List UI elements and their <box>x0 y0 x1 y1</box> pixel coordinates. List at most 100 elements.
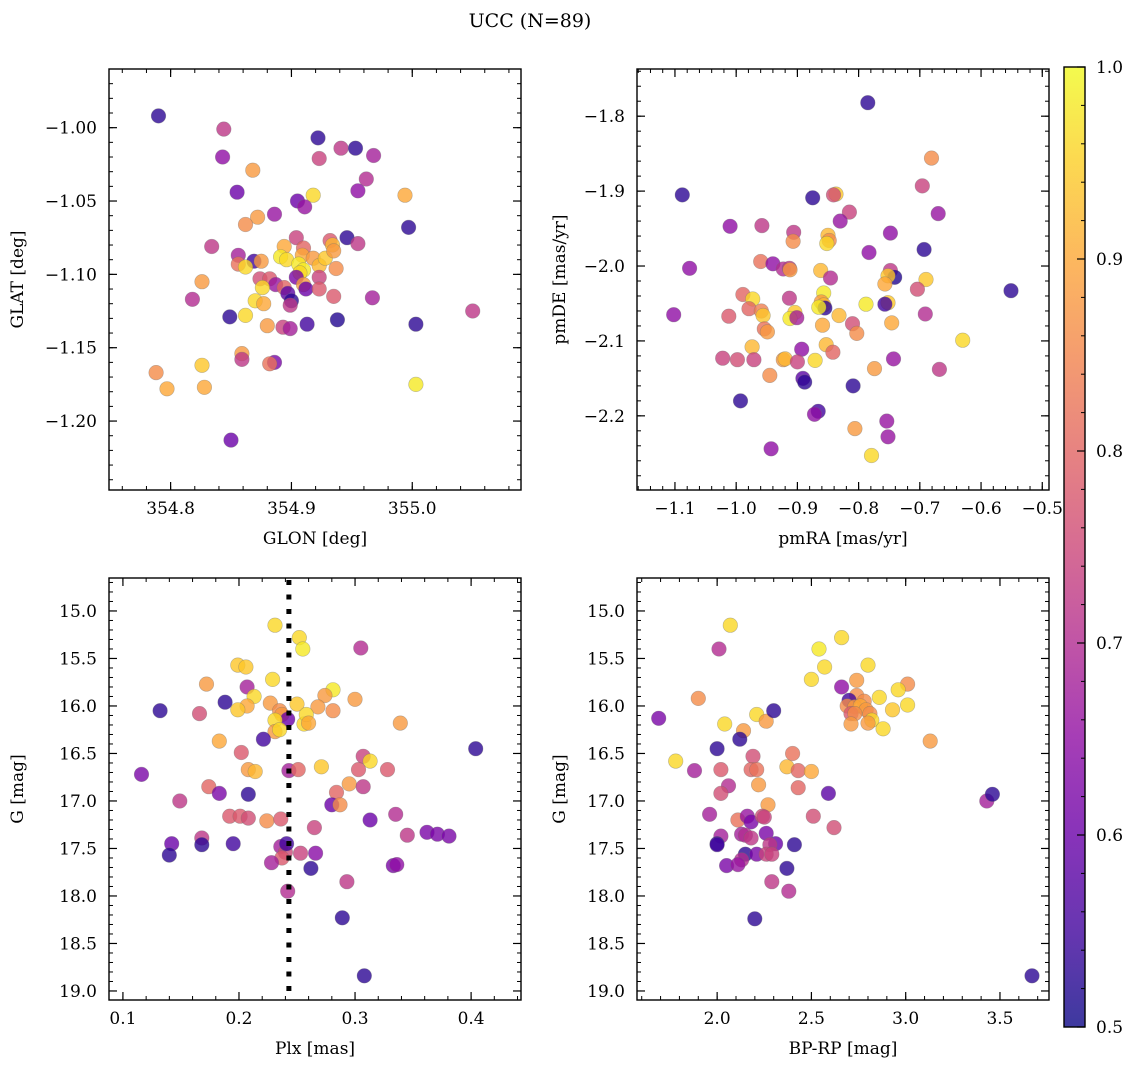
y-tick-label: 15.0 <box>59 602 97 622</box>
data-point <box>216 121 232 137</box>
x-tick-label: 354.8 <box>146 499 195 519</box>
data-point <box>782 262 798 278</box>
data-point <box>884 315 900 331</box>
data-point <box>255 731 272 747</box>
data-point <box>890 682 906 698</box>
data-point <box>807 352 823 369</box>
x-tick-label: −0.9 <box>777 499 818 519</box>
data-point <box>350 761 367 778</box>
x-tick-label: −0.5 <box>1022 499 1063 519</box>
data-point <box>822 270 839 286</box>
y-tick-label: −1.15 <box>45 339 97 359</box>
data-point <box>133 766 150 783</box>
data-point <box>803 671 820 688</box>
data-point <box>353 640 369 656</box>
data-point <box>240 786 256 802</box>
data-point <box>194 274 210 290</box>
data-point <box>325 703 341 719</box>
data-point <box>334 910 350 926</box>
data-point <box>713 761 729 778</box>
data-point <box>871 689 887 706</box>
data-point <box>256 296 272 312</box>
data-point <box>866 361 883 377</box>
data-point <box>308 845 324 861</box>
y-tick-label: 16.0 <box>587 697 625 717</box>
data-point <box>833 629 850 646</box>
x-tick-label: 355.0 <box>388 499 437 519</box>
data-point <box>441 828 457 844</box>
x-tick-label: 0.4 <box>458 1009 485 1029</box>
x-tick-label: −0.7 <box>899 499 940 519</box>
y-tick-label: −1.9 <box>584 182 625 202</box>
data-point <box>744 339 760 355</box>
data-point <box>272 722 288 738</box>
y-tick-label: 18.5 <box>587 934 625 954</box>
data-point <box>198 676 215 692</box>
data-point <box>674 187 690 203</box>
data-point <box>931 361 948 378</box>
data-point <box>764 874 780 890</box>
data-point <box>1003 283 1019 299</box>
data-point <box>311 281 327 297</box>
axes-frame <box>108 68 522 491</box>
data-point <box>690 690 706 707</box>
data-point <box>754 218 770 234</box>
data-point <box>356 968 372 984</box>
data-point <box>825 344 841 360</box>
y-tick-label: 19.0 <box>587 982 625 1002</box>
data-point <box>366 147 382 164</box>
data-point <box>465 303 481 319</box>
data-point <box>289 696 305 712</box>
data-point <box>877 296 893 312</box>
data-point <box>763 441 779 457</box>
y-axis-label: G [mag] <box>8 754 28 823</box>
data-point <box>290 761 306 778</box>
data-point <box>362 812 378 828</box>
data-point <box>238 659 254 675</box>
panel-glon-glat: 354.8 354.9 355.0 −1.00 −1.05 −1.10 −1.15 −1.20… <box>8 68 522 549</box>
data-point <box>789 354 806 370</box>
data-point <box>204 238 220 255</box>
data-point <box>790 762 806 779</box>
data-point <box>240 810 256 826</box>
data-point <box>681 260 698 276</box>
data-point <box>237 307 254 324</box>
data-point <box>745 748 761 764</box>
x-tick-label: 0.2 <box>225 1009 252 1029</box>
y-tick-label: −1.20 <box>45 412 97 432</box>
data-point <box>310 699 326 715</box>
data-point <box>785 233 801 249</box>
data-point <box>215 149 231 165</box>
data-point <box>711 641 727 657</box>
data-point <box>779 860 795 877</box>
data-point <box>194 837 210 853</box>
scatter-points <box>651 617 1040 984</box>
data-point <box>709 741 725 757</box>
data-point <box>282 321 298 337</box>
axes-frame <box>636 68 1050 491</box>
x-tick-label: 2.0 <box>704 1009 731 1029</box>
data-point <box>832 213 848 229</box>
data-point <box>722 218 738 234</box>
axis-ticks <box>637 578 1049 1000</box>
data-point <box>392 715 408 731</box>
x-tick-label: 354.9 <box>267 499 316 519</box>
data-point <box>860 715 876 731</box>
data-point <box>841 204 858 220</box>
y-tick-label: −1.8 <box>584 107 625 127</box>
data-point <box>229 184 245 200</box>
data-point <box>820 785 837 802</box>
data-point <box>811 641 827 657</box>
data-point <box>803 763 820 780</box>
data-point <box>750 777 767 793</box>
data-point <box>858 296 874 312</box>
data-point <box>468 741 484 757</box>
data-point <box>811 299 827 315</box>
data-point <box>150 108 167 124</box>
data-point <box>267 617 283 633</box>
data-point <box>401 219 417 235</box>
x-axis-label: Plx [mas] <box>275 1039 355 1059</box>
y-axis-label: pmDE [mas/yr] <box>550 214 570 344</box>
data-point <box>292 845 309 861</box>
